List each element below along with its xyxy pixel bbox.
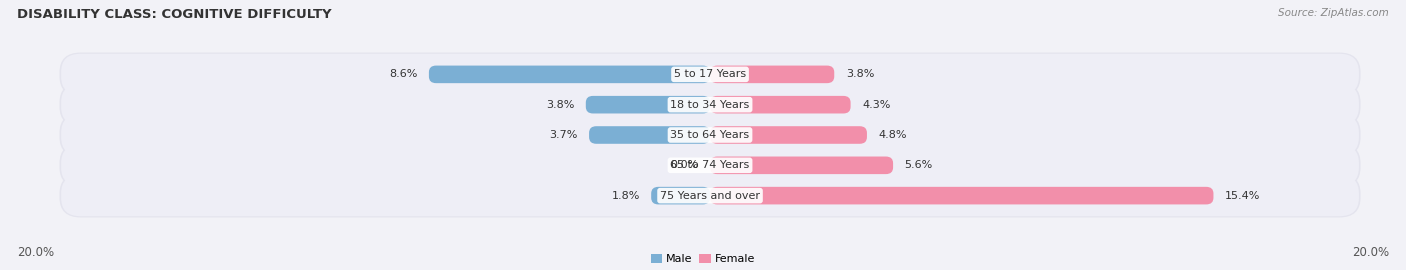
FancyBboxPatch shape [710, 126, 868, 144]
Text: 3.8%: 3.8% [546, 100, 575, 110]
FancyBboxPatch shape [710, 187, 1213, 204]
FancyBboxPatch shape [59, 174, 1361, 217]
Text: Source: ZipAtlas.com: Source: ZipAtlas.com [1278, 8, 1389, 18]
Text: 15.4%: 15.4% [1225, 191, 1260, 201]
FancyBboxPatch shape [60, 145, 1360, 186]
FancyBboxPatch shape [59, 83, 1361, 127]
Text: 5 to 17 Years: 5 to 17 Years [673, 69, 747, 79]
FancyBboxPatch shape [59, 53, 1361, 96]
FancyBboxPatch shape [60, 54, 1360, 95]
FancyBboxPatch shape [60, 84, 1360, 125]
FancyBboxPatch shape [60, 114, 1360, 156]
FancyBboxPatch shape [586, 96, 710, 113]
FancyBboxPatch shape [589, 126, 710, 144]
Text: 3.7%: 3.7% [550, 130, 578, 140]
FancyBboxPatch shape [59, 143, 1361, 187]
FancyBboxPatch shape [710, 66, 834, 83]
Legend: Male, Female: Male, Female [651, 254, 755, 264]
FancyBboxPatch shape [651, 187, 710, 204]
Text: 18 to 34 Years: 18 to 34 Years [671, 100, 749, 110]
Text: 20.0%: 20.0% [17, 246, 53, 259]
Text: 75 Years and over: 75 Years and over [659, 191, 761, 201]
FancyBboxPatch shape [710, 96, 851, 113]
Text: DISABILITY CLASS: COGNITIVE DIFFICULTY: DISABILITY CLASS: COGNITIVE DIFFICULTY [17, 8, 332, 21]
Text: 5.6%: 5.6% [904, 160, 932, 170]
FancyBboxPatch shape [59, 113, 1361, 157]
Text: 20.0%: 20.0% [1353, 246, 1389, 259]
Text: 3.8%: 3.8% [845, 69, 875, 79]
Text: 4.3%: 4.3% [862, 100, 890, 110]
FancyBboxPatch shape [60, 175, 1360, 216]
FancyBboxPatch shape [429, 66, 710, 83]
Text: 8.6%: 8.6% [389, 69, 418, 79]
Text: 1.8%: 1.8% [612, 191, 640, 201]
Text: 65 to 74 Years: 65 to 74 Years [671, 160, 749, 170]
Text: 35 to 64 Years: 35 to 64 Years [671, 130, 749, 140]
FancyBboxPatch shape [710, 157, 893, 174]
Text: 4.8%: 4.8% [879, 130, 907, 140]
Text: 0.0%: 0.0% [671, 160, 699, 170]
